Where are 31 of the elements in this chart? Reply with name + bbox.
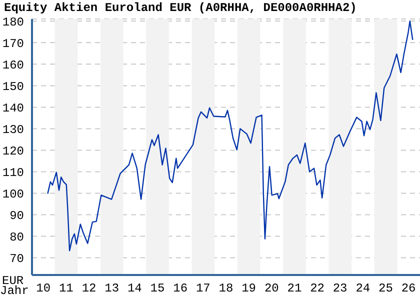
y-tick-label: 80 bbox=[10, 230, 24, 245]
x-tick-label: 16 bbox=[173, 282, 188, 296]
y-tick-label: 70 bbox=[10, 252, 24, 266]
y-tick-label: 140 bbox=[2, 101, 24, 116]
x-tick-label: 13 bbox=[104, 282, 120, 296]
x-tick-label: 24 bbox=[356, 282, 370, 296]
chart-title: Equity Aktien Euroland EUR (A0RHHA, DE000A0RHHA2) bbox=[4, 1, 357, 15]
x-tick-label: 23 bbox=[332, 282, 348, 296]
y-tick-label: 90 bbox=[10, 209, 24, 224]
y-tick-label: 100 bbox=[2, 188, 24, 202]
y-tick-label: 150 bbox=[2, 80, 24, 94]
x-tick-label: 17 bbox=[196, 282, 210, 296]
y-tick-label: 110 bbox=[2, 166, 24, 180]
x-tick-label: 10 bbox=[36, 282, 51, 296]
x-tick-label: 20 bbox=[264, 282, 279, 296]
x-tick-label: 11 bbox=[58, 282, 74, 296]
y-tick-label: 130 bbox=[2, 122, 24, 137]
x-tick-label: 15 bbox=[150, 282, 165, 296]
x-tick-label: 25 bbox=[378, 282, 393, 296]
x-tick-label: 21 bbox=[287, 282, 302, 296]
y-tick-label: 180 bbox=[2, 15, 24, 30]
y-tick-label: 120 bbox=[2, 144, 24, 158]
x-tick-label: 18 bbox=[218, 282, 234, 296]
x-tick-label: 22 bbox=[310, 282, 324, 296]
y-tick-label: 170 bbox=[2, 36, 24, 51]
y-tick-label: 160 bbox=[2, 58, 24, 72]
x-tick-label: 26 bbox=[401, 282, 416, 296]
x-tick-label: 12 bbox=[82, 282, 96, 296]
x-tick-label: 14 bbox=[127, 282, 142, 296]
x-tick-label: 19 bbox=[242, 282, 256, 296]
line-series bbox=[47, 20, 414, 252]
